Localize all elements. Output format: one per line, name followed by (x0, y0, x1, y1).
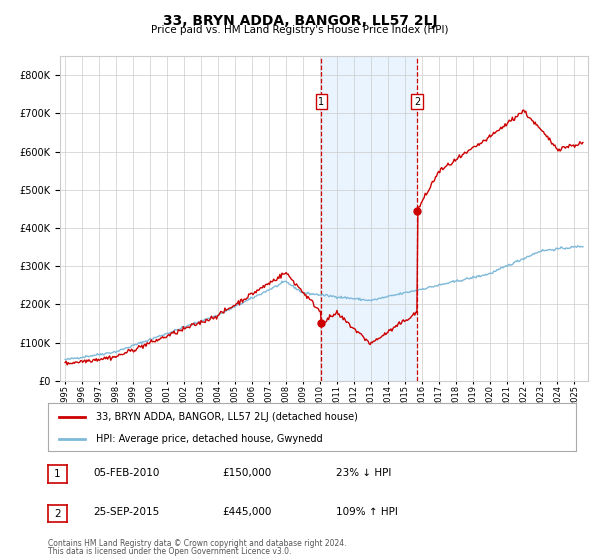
Text: 2: 2 (54, 508, 61, 519)
Text: £150,000: £150,000 (222, 468, 271, 478)
Text: 33, BRYN ADDA, BANGOR, LL57 2LJ (detached house): 33, BRYN ADDA, BANGOR, LL57 2LJ (detache… (95, 412, 358, 422)
Text: This data is licensed under the Open Government Licence v3.0.: This data is licensed under the Open Gov… (48, 547, 292, 556)
Text: £445,000: £445,000 (222, 507, 271, 517)
Text: HPI: Average price, detached house, Gwynedd: HPI: Average price, detached house, Gwyn… (95, 434, 322, 444)
Text: 109% ↑ HPI: 109% ↑ HPI (336, 507, 398, 517)
Text: 23% ↓ HPI: 23% ↓ HPI (336, 468, 391, 478)
Text: 1: 1 (54, 469, 61, 479)
Text: 33, BRYN ADDA, BANGOR, LL57 2LJ: 33, BRYN ADDA, BANGOR, LL57 2LJ (163, 14, 437, 28)
Bar (321, 56, 417, 381)
Text: 1: 1 (318, 97, 325, 107)
Text: Contains HM Land Registry data © Crown copyright and database right 2024.: Contains HM Land Registry data © Crown c… (48, 539, 347, 548)
Text: 05-FEB-2010: 05-FEB-2010 (93, 468, 160, 478)
Text: 25-SEP-2015: 25-SEP-2015 (93, 507, 159, 517)
Text: Price paid vs. HM Land Registry's House Price Index (HPI): Price paid vs. HM Land Registry's House … (151, 25, 449, 35)
Text: 2: 2 (414, 97, 420, 107)
